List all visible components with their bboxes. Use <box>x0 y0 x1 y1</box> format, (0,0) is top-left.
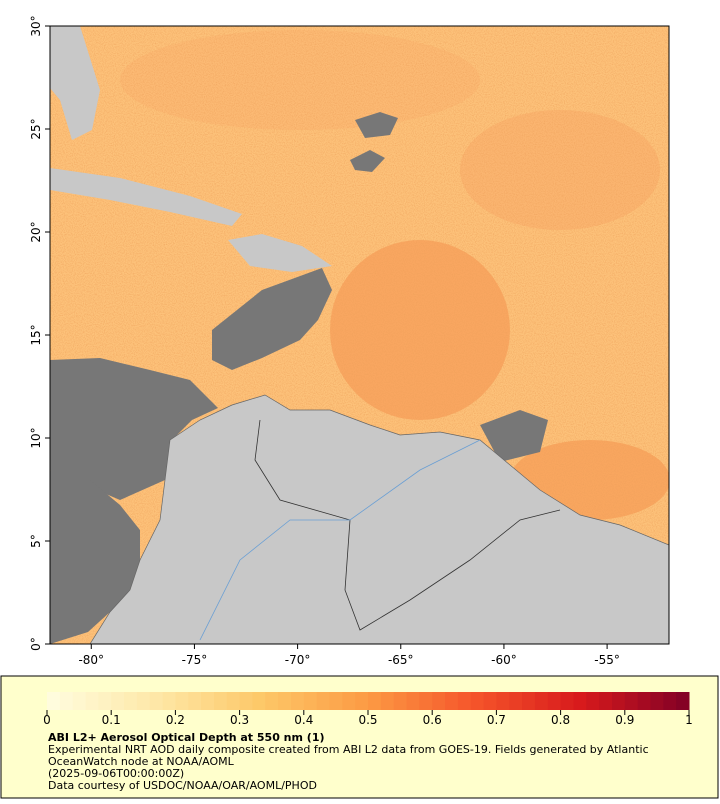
axes: -80° -75° -70° -65° -60° -55° 0° 5° 10° 15° 20° 25°… <box>29 15 620 667</box>
colorbar-tick-label: 0.7 <box>487 713 506 727</box>
land <box>50 168 242 226</box>
colorbar-step <box>149 692 164 710</box>
colorbar-step <box>329 692 343 710</box>
timestamp: (2025-09-06T00:00:00Z) <box>48 767 185 780</box>
colorbar-step <box>201 692 215 710</box>
colorbar-step <box>663 692 677 710</box>
colorbar-step <box>226 692 241 710</box>
colorbar-step <box>355 692 369 710</box>
colorbar-step <box>573 692 587 710</box>
no-data <box>50 470 140 644</box>
colorbar-step <box>457 692 472 710</box>
colorbar-step <box>59 692 74 710</box>
colorbar-step <box>98 692 112 710</box>
colorbar-tick-label: 0.6 <box>423 713 442 727</box>
colorbar-step <box>175 692 189 710</box>
x-tick-label: -65° <box>388 653 414 667</box>
colorbar-tick-label: 0.5 <box>358 713 377 727</box>
colorbar-step <box>239 692 253 710</box>
colorbar-step <box>342 692 356 710</box>
no-data <box>212 268 332 370</box>
y-tick-label: 0° <box>29 637 43 651</box>
colorbar-tick-label: 0.4 <box>294 713 313 727</box>
colorbar-step <box>560 692 574 710</box>
colorbar-step <box>419 692 433 710</box>
description: Experimental NRT AOD daily composite cre… <box>48 743 649 768</box>
colorbar-step <box>72 692 87 710</box>
colorbar-step <box>303 692 318 710</box>
colorbar-step <box>162 692 176 710</box>
credit: Data courtesy of USDOC/NOAA/OAR/AOML/PHO… <box>48 779 317 792</box>
no-data <box>480 410 548 462</box>
colorbar-step <box>624 692 639 710</box>
colorbar-step <box>406 692 420 710</box>
colorbar-step <box>316 692 330 710</box>
y-tick-label: 15° <box>29 324 43 345</box>
x-tick-label: -55° <box>594 653 620 667</box>
colorbar-step <box>252 692 266 710</box>
colorbar-step <box>547 692 562 710</box>
colorbar-step <box>483 692 497 710</box>
land <box>89 394 669 644</box>
colorbar-step <box>47 692 61 710</box>
colorbar-step <box>445 692 459 710</box>
colorbar-step <box>611 692 626 710</box>
land <box>50 26 100 140</box>
y-tick-label: 25° <box>29 118 43 139</box>
colorbar-tick-label: 0.2 <box>166 713 185 727</box>
colorbar-tick-label: 0.3 <box>230 713 249 727</box>
y-tick-label: 5° <box>29 534 43 548</box>
map <box>50 26 669 644</box>
border <box>254 419 561 631</box>
caption: ABI L2+ Aerosol Optical Depth at 550 nm … <box>48 732 688 792</box>
colorbar-step <box>380 692 395 710</box>
colorbar-step <box>586 692 600 710</box>
colorbar-step <box>650 692 664 710</box>
colorbar-step <box>188 692 202 710</box>
x-tick-label: -60° <box>491 653 517 667</box>
colorbar-tick-label: 0.8 <box>551 713 570 727</box>
colorbar-tick-label: 0.9 <box>615 713 634 727</box>
colorbar-step <box>676 692 690 710</box>
colorbar-step <box>470 692 485 710</box>
colorbar-step <box>290 692 305 710</box>
title: ABI L2+ Aerosol Optical Depth at 550 nm … <box>48 731 325 744</box>
colorbar-step <box>265 692 279 710</box>
colorbar-step <box>599 692 613 710</box>
no-data <box>50 358 218 500</box>
colorbar-step <box>509 692 523 710</box>
colorbar-step <box>393 692 408 710</box>
colorbar-step <box>111 692 125 710</box>
colorbar-step <box>278 692 292 710</box>
colorbar-tick-label: 0.1 <box>102 713 121 727</box>
colorbar-tick-label: 1 <box>685 713 693 727</box>
colorbar-step <box>522 692 536 710</box>
y-tick-label: 10° <box>29 427 43 448</box>
colorbar: 0 0.1 0.2 0.3 0.4 0.5 0.6 0.7 0.8 0.9 1 <box>43 692 693 727</box>
land <box>228 234 332 272</box>
no-data <box>355 112 398 138</box>
y-tick-label: 30° <box>29 15 43 36</box>
x-tick-label: -80° <box>78 653 104 667</box>
colorbar-step <box>85 692 99 710</box>
colorbar-step <box>534 692 549 710</box>
colorbar-step <box>136 692 151 710</box>
colorbar-step <box>496 692 510 710</box>
river <box>199 439 481 641</box>
x-tick-label: -70° <box>285 653 311 667</box>
y-tick-label: 20° <box>29 221 43 242</box>
x-tick-label: -75° <box>182 653 208 667</box>
colorbar-step <box>368 692 382 710</box>
colorbar-step <box>124 692 138 710</box>
colorbar-step <box>432 692 446 710</box>
colorbar-tick-label: 0 <box>43 713 51 727</box>
colorbar-step <box>213 692 228 710</box>
no-data <box>350 150 385 172</box>
colorbar-step <box>637 692 651 710</box>
